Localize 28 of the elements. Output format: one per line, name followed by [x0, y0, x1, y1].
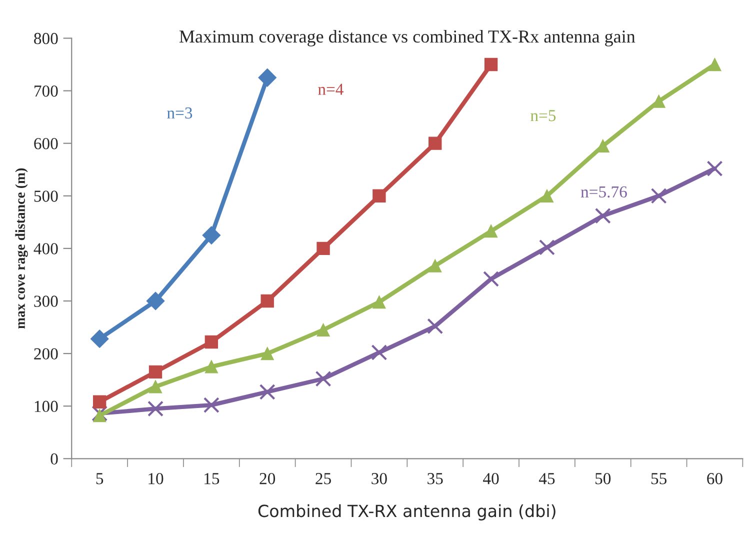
y-tick-label: 700 [34, 85, 58, 97]
text: n=4 [318, 84, 344, 95]
x-tick-label: 40 [483, 473, 499, 484]
y-tick-label: 500 [34, 190, 58, 202]
x-tick-label: 5 [96, 473, 104, 484]
text: n=5 [530, 110, 556, 122]
y-tick-label: 800 [34, 32, 58, 44]
x-tick-label: 25 [316, 473, 331, 484]
y-axis-title: max cove rage distance (m) [15, 168, 28, 329]
x-tick-label: 35 [428, 473, 443, 484]
y-tick-label: 200 [34, 348, 58, 360]
x-axis-title: Combined TX-RX antenna gain (dbi) [258, 504, 556, 520]
x-tick-label: 15 [204, 473, 220, 484]
x-tick-label: 45 [538, 473, 555, 484]
y-tick-label: 600 [34, 138, 58, 150]
x-tick-label: 60 [707, 473, 722, 484]
y-tick-label: 0 [50, 453, 58, 465]
series-label: n=5.76 [580, 186, 627, 198]
y-tick-label: 300 [34, 296, 58, 307]
y-tick-label: 100 [34, 400, 58, 412]
x-tick-label: 55 [651, 473, 666, 484]
x-tick-label: 10 [148, 473, 164, 484]
chart-title: Maximum coverage distance vs combined TX-Rx antenna gain [179, 30, 636, 46]
x-tick-label: 20 [260, 473, 276, 484]
x-tick-label: 50 [596, 473, 611, 484]
y-tick-label: 400 [34, 243, 58, 254]
x-tick-label: 30 [372, 473, 387, 484]
text: n=3 [167, 107, 192, 119]
